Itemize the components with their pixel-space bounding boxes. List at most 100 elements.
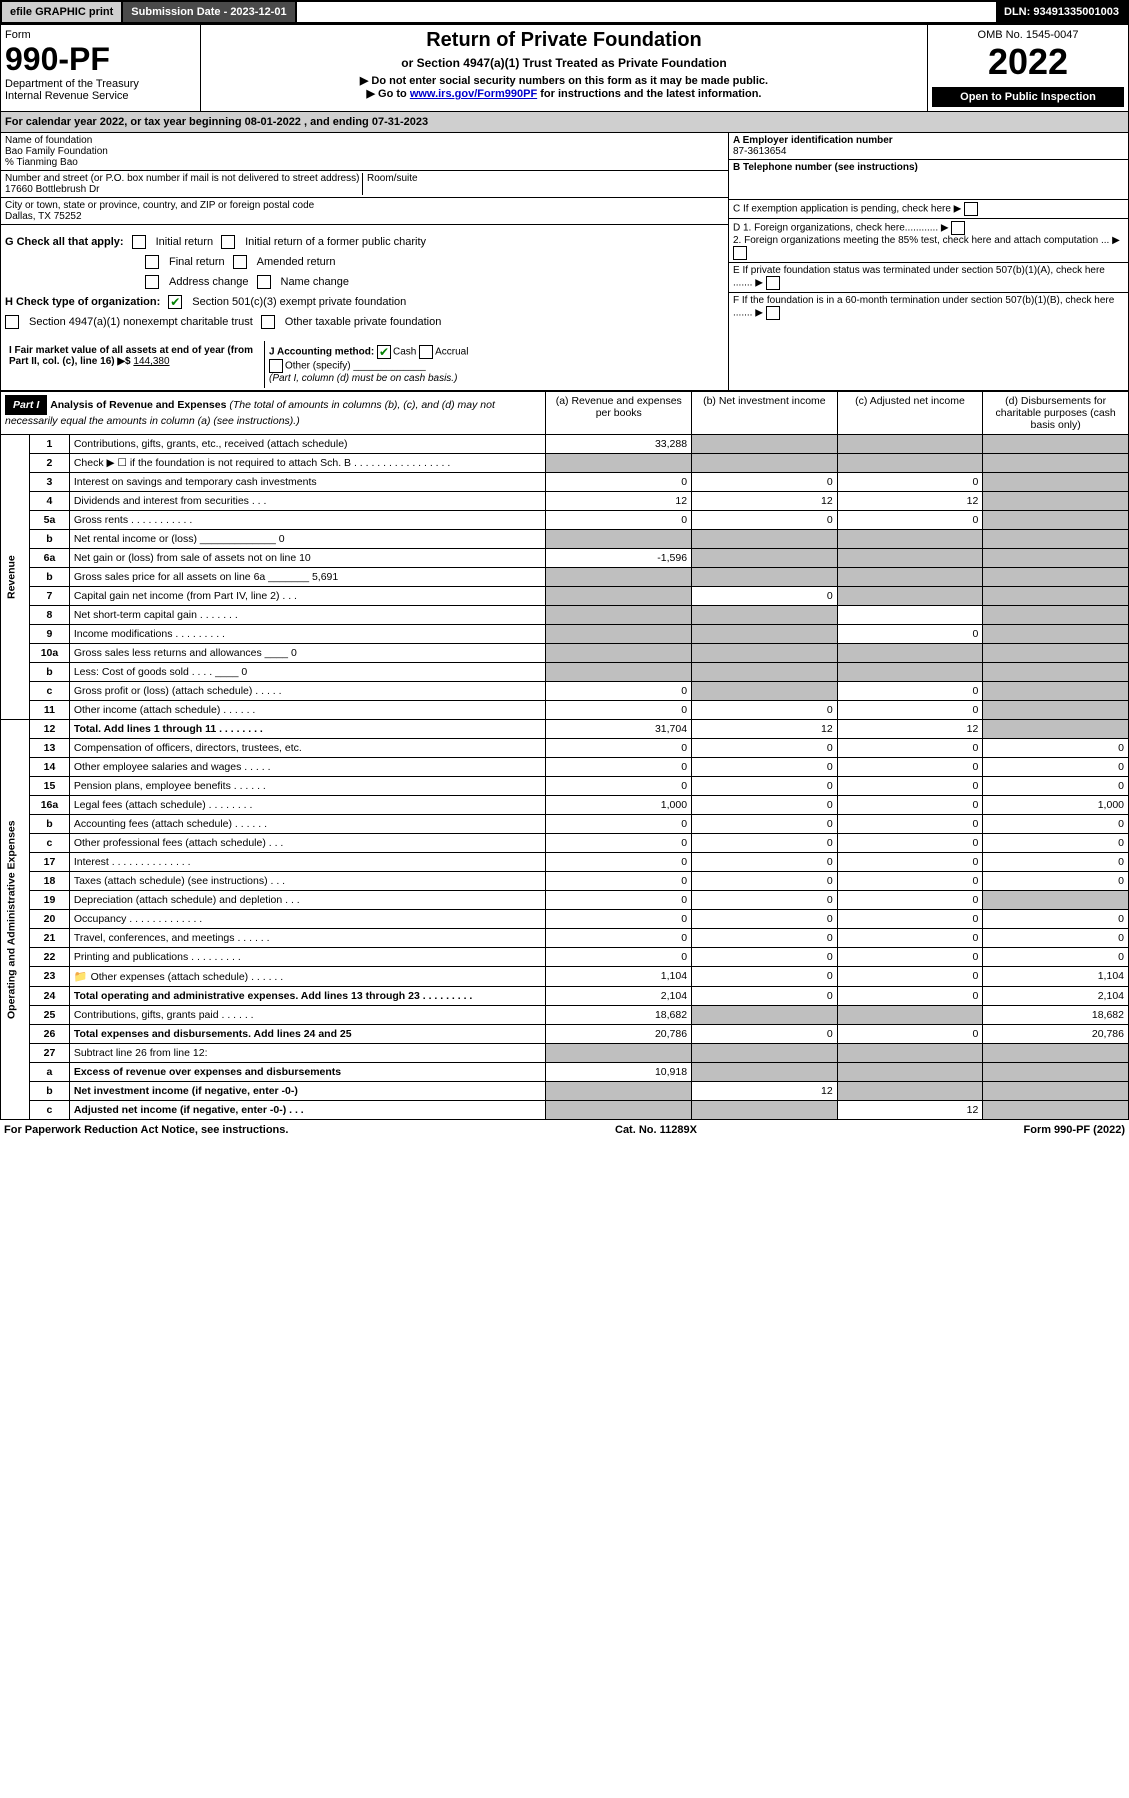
line-label: Net rental income or (loss) ____________… [74,533,285,545]
checkbox-amended-return[interactable] [233,255,247,269]
checkbox-initial-former[interactable] [221,235,235,249]
table-row: bAccounting fees (attach schedule) . . .… [1,815,1129,834]
checkbox-address-change[interactable] [145,275,159,289]
line-label: Other employee salaries and wages . . . … [74,761,271,773]
amount-cell-d: 0 [983,758,1129,777]
amount-cell-d: 0 [983,872,1129,891]
line-label: Income modifications . . . . . . . . . [74,628,225,640]
amount-cell-a: 0 [546,777,692,796]
line-label-cell: Pension plans, employee benefits . . . .… [69,777,546,796]
checkbox-exemption-pending[interactable] [964,202,978,216]
table-row: bLess: Cost of goods sold . . . . ____ 0 [1,663,1129,682]
checkbox-507b1a[interactable] [766,276,780,290]
line-number: c [30,1101,70,1120]
form-word: Form [5,29,196,41]
line-number: b [30,568,70,587]
amount-cell-b [692,530,838,549]
amount-cell-b [692,1044,838,1063]
line-number: c [30,682,70,701]
amount-cell-b [692,1006,838,1025]
amount-cell-d [983,568,1129,587]
pra-notice: For Paperwork Reduction Act Notice, see … [4,1124,288,1136]
amount-cell-c [837,1082,983,1101]
amount-cell-c: 0 [837,853,983,872]
table-row: 2Check ▶ ☐ if the foundation is not requ… [1,454,1129,473]
checkbox-cash[interactable] [377,345,391,359]
table-row: bGross sales price for all assets on lin… [1,568,1129,587]
amount-cell-b: 0 [692,511,838,530]
amount-cell-b: 0 [692,872,838,891]
amount-cell-d [983,454,1129,473]
amount-cell-d: 0 [983,834,1129,853]
line-label-cell: Travel, conferences, and meetings . . . … [69,929,546,948]
amount-cell-b [692,435,838,454]
line-label-cell: Other income (attach schedule) . . . . .… [69,701,546,720]
amount-cell-b: 0 [692,910,838,929]
amount-cell-b: 12 [692,1082,838,1101]
amount-cell-d: 20,786 [983,1025,1129,1044]
checkbox-accrual[interactable] [419,345,433,359]
checkbox-507b1b[interactable] [766,306,780,320]
table-row: 4Dividends and interest from securities … [1,492,1129,511]
amount-cell-b: 0 [692,739,838,758]
checkbox-foreign-org[interactable] [951,221,965,235]
amount-cell-b: 0 [692,815,838,834]
line-number: 5a [30,511,70,530]
amount-cell-a: 0 [546,872,692,891]
amount-cell-c: 0 [837,739,983,758]
amount-cell-c: 0 [837,1025,983,1044]
line-label-cell: Total operating and administrative expen… [69,987,546,1006]
amount-cell-a [546,606,692,625]
table-row: 3Interest on savings and temporary cash … [1,473,1129,492]
table-row: 23📁 Other expenses (attach schedule) . .… [1,967,1129,987]
line-label-cell: Occupancy . . . . . . . . . . . . . [69,910,546,929]
col-d-header: (d) Disbursements for charitable purpose… [983,392,1129,435]
section-d: D 1. Foreign organizations, check here..… [729,219,1128,263]
line-number: 18 [30,872,70,891]
checkbox-final-return[interactable] [145,255,159,269]
amount-cell-a: 33,288 [546,435,692,454]
amount-cell-a: 2,104 [546,987,692,1006]
amount-cell-c [837,549,983,568]
line-label-cell: Contributions, gifts, grants paid . . . … [69,1006,546,1025]
amount-cell-d [983,701,1129,720]
checkbox-initial-return[interactable] [132,235,146,249]
checkbox-4947a1[interactable] [5,315,19,329]
section-g: G Check all that apply: Initial return I… [5,235,724,249]
amount-cell-b: 12 [692,492,838,511]
line-label: Subtract line 26 from line 12: [74,1047,208,1059]
amount-cell-a: 31,704 [546,720,692,739]
amount-cell-b: 0 [692,587,838,606]
amount-cell-a: 0 [546,739,692,758]
line-label-cell: Taxes (attach schedule) (see instruction… [69,872,546,891]
checkbox-501c3[interactable] [168,295,182,309]
part1-tag: Part I [5,395,47,415]
line-label-cell: Net rental income or (loss) ____________… [69,530,546,549]
line-number: 15 [30,777,70,796]
line-label: Interest . . . . . . . . . . . . . . [74,856,191,868]
line-label: Other expenses (attach schedule) . . . .… [91,971,284,983]
checkbox-other-taxable[interactable] [261,315,275,329]
address-label: Number and street (or P.O. box number if… [5,173,362,184]
amount-cell-c: 0 [837,758,983,777]
amount-cell-b: 0 [692,758,838,777]
amount-cell-d: 0 [983,910,1129,929]
line-label-cell: Income modifications . . . . . . . . . [69,625,546,644]
line-number: b [30,530,70,549]
checkbox-name-change[interactable] [257,275,271,289]
checkbox-foreign-85[interactable] [733,246,747,260]
line-number: a [30,1063,70,1082]
table-row: 11Other income (attach schedule) . . . .… [1,701,1129,720]
line-label: Taxes (attach schedule) (see instruction… [74,875,285,887]
entity-block: Name of foundation Bao Family Foundation… [0,133,1129,391]
amount-cell-b [692,625,838,644]
table-row: Operating and Administrative Expenses12T… [1,720,1129,739]
line-label: Contributions, gifts, grants, etc., rece… [74,438,348,450]
submission-date: Submission Date - 2023-12-01 [123,2,296,22]
attachment-icon[interactable]: 📁 [74,971,91,983]
checkbox-other-method[interactable] [269,359,283,373]
irs-link[interactable]: www.irs.gov/Form990PF [410,88,537,100]
amount-cell-a [546,663,692,682]
table-row: 7Capital gain net income (from Part IV, … [1,587,1129,606]
line-number: 16a [30,796,70,815]
